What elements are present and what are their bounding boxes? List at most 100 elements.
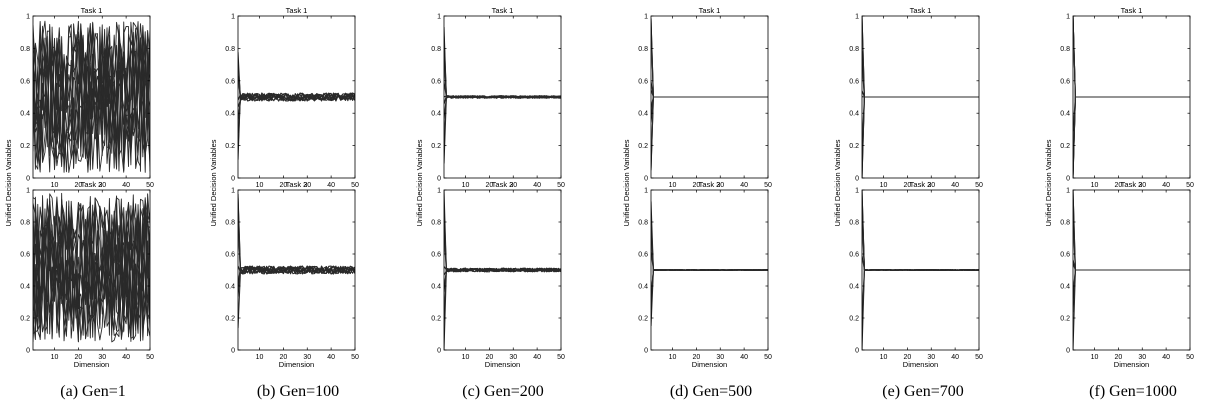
series-line	[444, 96, 561, 146]
y-axis-label: Unified Decision Variables	[209, 139, 218, 226]
x-tick-label: 40	[122, 182, 130, 189]
x-axis-label: Dimension	[279, 360, 314, 369]
y-tick-label: 0.4	[20, 111, 30, 118]
y-tick-label: 0.6	[1060, 252, 1070, 259]
y-tick-label: 0.2	[849, 316, 859, 323]
y-tick-label: 0.2	[638, 143, 648, 150]
series-line	[444, 59, 561, 98]
y-tick-label: 0.4	[1060, 111, 1070, 118]
x-tick-label: 50	[557, 182, 565, 189]
series-line	[651, 20, 768, 97]
series-line	[1073, 270, 1190, 312]
caption-b: (b) Gen=100	[218, 383, 378, 401]
subplot-title: Task 2	[492, 180, 514, 189]
y-axis-label: Unified Decision Variables	[1044, 139, 1053, 226]
y-tick-label: 0	[437, 176, 441, 183]
y-tick-label: 0.6	[20, 78, 30, 85]
caption-f: (f) Gen=1000	[1053, 383, 1213, 401]
y-tick-label: 0	[26, 176, 30, 183]
series-line	[1073, 221, 1190, 270]
subplot-title: Task 1	[1121, 6, 1143, 15]
series-line	[1073, 190, 1190, 270]
series-line	[1073, 97, 1190, 174]
series-line	[651, 225, 768, 271]
x-tick-label: 50	[146, 354, 154, 361]
x-tick-label: 50	[1186, 182, 1194, 189]
x-tick-label: 10	[1091, 354, 1099, 361]
subplot-title: Task 2	[699, 180, 721, 189]
series-line	[862, 63, 979, 97]
y-tick-label: 0	[855, 348, 859, 355]
y-tick-label: 0.6	[20, 252, 30, 259]
x-axis-label: Dimension	[485, 360, 520, 369]
x-tick-label: 10	[256, 182, 264, 189]
panel-b-task-1	[238, 16, 355, 178]
y-tick-label: 0.4	[431, 284, 441, 291]
series-line	[651, 270, 768, 310]
x-tick-label: 50	[764, 182, 772, 189]
caption-e: (e) Gen=700	[843, 383, 1003, 401]
y-tick-label: 0.6	[431, 78, 441, 85]
subplot-title: Task 1	[286, 6, 308, 15]
x-tick-label: 40	[327, 354, 335, 361]
caption-a: (a) Gen=1	[13, 383, 173, 401]
y-tick-label: 0.6	[849, 252, 859, 259]
y-tick-label: 0	[1066, 348, 1070, 355]
y-tick-label: 1	[437, 14, 441, 21]
y-tick-label: 0.6	[638, 78, 648, 85]
subplot-title: Task 2	[286, 180, 308, 189]
y-tick-label: 1	[26, 14, 30, 21]
series-line	[651, 270, 768, 302]
x-axis-label: Dimension	[74, 360, 109, 369]
series-line	[651, 270, 768, 301]
y-tick-label: 0.2	[431, 316, 441, 323]
series-line	[444, 222, 561, 271]
x-tick-label: 50	[557, 354, 565, 361]
series-line	[862, 270, 979, 330]
series-line	[238, 225, 355, 274]
x-tick-label: 10	[462, 182, 470, 189]
x-tick-label: 40	[1162, 182, 1170, 189]
series-line	[862, 97, 979, 178]
y-tick-label: 0.2	[431, 143, 441, 150]
y-tick-label: 0.4	[1060, 284, 1070, 291]
x-tick-label: 10	[51, 354, 59, 361]
y-tick-label: 0.8	[638, 220, 648, 227]
y-tick-label: 0.4	[849, 284, 859, 291]
x-tick-label: 40	[951, 354, 959, 361]
series-line	[862, 205, 979, 270]
series-line	[862, 97, 979, 146]
y-tick-label: 0.4	[638, 284, 648, 291]
series-line	[862, 201, 979, 271]
y-tick-label: 0.4	[20, 284, 30, 291]
y-tick-label: 0.8	[1060, 46, 1070, 53]
y-tick-label: 0.4	[849, 111, 859, 118]
y-tick-label: 0.4	[638, 111, 648, 118]
y-tick-label: 0.8	[431, 46, 441, 53]
y-tick-label: 0.8	[849, 46, 859, 53]
caption-c: (c) Gen=200	[423, 383, 583, 401]
y-tick-label: 0.2	[225, 316, 235, 323]
y-tick-label: 0.2	[638, 316, 648, 323]
y-tick-label: 0.8	[20, 220, 30, 227]
series-line	[651, 97, 768, 115]
x-tick-label: 40	[533, 354, 541, 361]
panel-d-task-1	[651, 16, 768, 178]
series-line	[1073, 97, 1190, 178]
series-line	[651, 97, 768, 170]
series-line	[444, 27, 561, 98]
x-tick-label: 50	[1186, 354, 1194, 361]
y-tick-label: 0.6	[225, 252, 235, 259]
y-tick-label: 1	[644, 188, 648, 195]
series-line	[238, 208, 355, 274]
y-tick-label: 0.8	[225, 220, 235, 227]
x-tick-label: 10	[256, 354, 264, 361]
y-tick-label: 0.8	[1060, 220, 1070, 227]
x-tick-label: 50	[975, 354, 983, 361]
series-line	[862, 97, 979, 178]
y-tick-label: 1	[1066, 188, 1070, 195]
series-line	[1073, 97, 1190, 178]
x-tick-label: 10	[880, 182, 888, 189]
y-tick-label: 0.6	[849, 78, 859, 85]
series-line	[651, 97, 768, 168]
